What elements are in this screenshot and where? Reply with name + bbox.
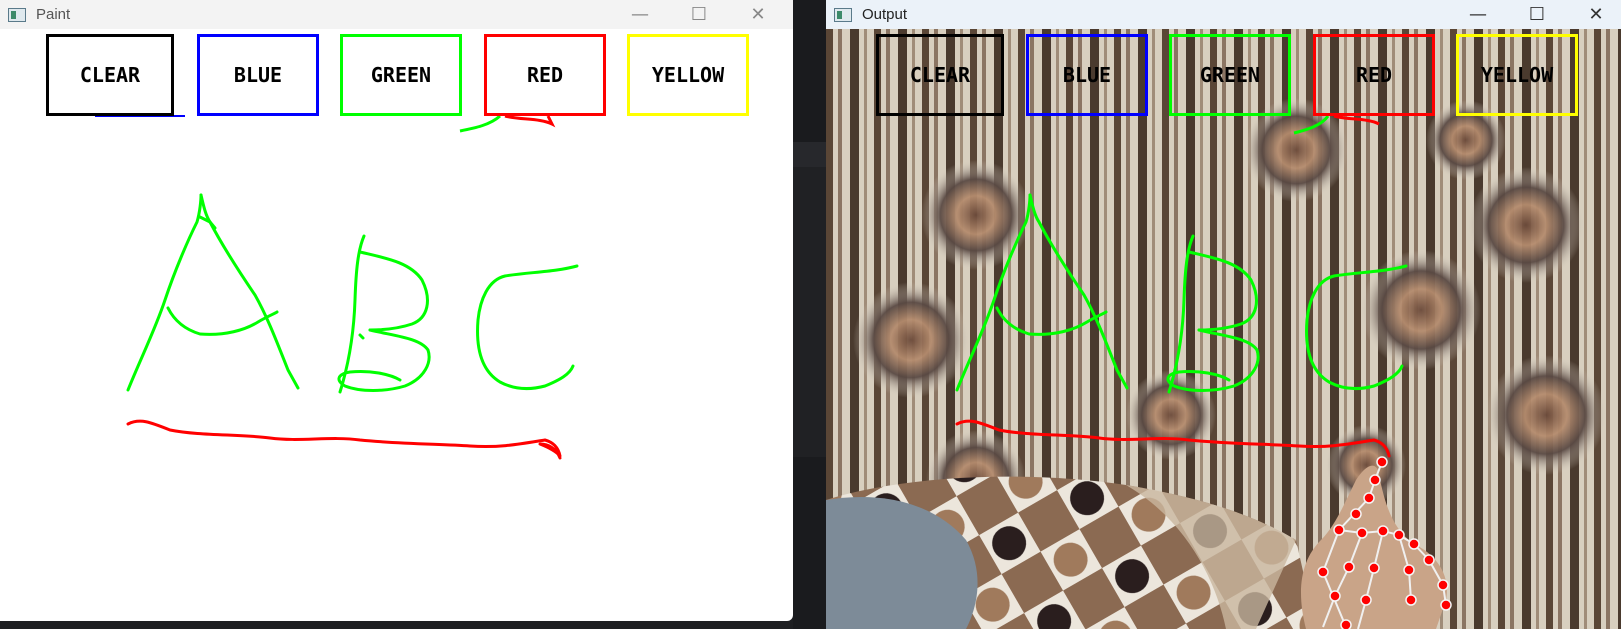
- blue-button[interactable]: BLUE: [1026, 34, 1148, 116]
- hand-landmark-points: [1317, 456, 1452, 629]
- desktop-background: [793, 0, 826, 142]
- stroke-green-stray: [459, 114, 502, 133]
- paint-window: Paint — ☐ ✕ CLEAR BLUE: [0, 0, 793, 621]
- letter-c-overlay: [1305, 264, 1408, 391]
- desktop-background-strip: [793, 167, 826, 457]
- paint-window-title: Paint: [36, 6, 71, 23]
- red-underline-stroke: [126, 419, 562, 460]
- yellow-button[interactable]: YELLOW: [1456, 34, 1578, 116]
- person-arm: [826, 496, 978, 629]
- webcam-feed: [826, 29, 1621, 629]
- app-window-icon: [8, 7, 26, 22]
- red-button[interactable]: RED: [484, 34, 606, 116]
- green-button[interactable]: GREEN: [1169, 34, 1291, 116]
- blue-button[interactable]: BLUE: [197, 34, 319, 116]
- desktop-background-strip: [793, 142, 826, 167]
- minimize-button[interactable]: —: [1469, 4, 1487, 25]
- close-button[interactable]: ✕: [1588, 4, 1604, 25]
- red-button[interactable]: RED: [1313, 34, 1435, 116]
- desktop-background-strip: [793, 457, 826, 629]
- maximize-button[interactable]: ☐: [1528, 4, 1546, 25]
- stroke-red-stray: [504, 114, 556, 128]
- letter-b-stroke: [337, 234, 431, 394]
- green-button[interactable]: GREEN: [340, 34, 462, 116]
- letter-a-stroke: [126, 193, 300, 392]
- output-titlebar[interactable]: Output — ☐ ✕: [826, 0, 1621, 29]
- clear-button[interactable]: CLEAR: [46, 34, 174, 116]
- letter-a-overlay: [955, 193, 1129, 392]
- close-button[interactable]: ✕: [750, 4, 766, 25]
- output-window-title: Output: [862, 6, 908, 23]
- yellow-button[interactable]: YELLOW: [627, 34, 749, 116]
- red-underline-overlay: [955, 419, 1391, 458]
- letter-b-overlay: [1166, 234, 1260, 394]
- clear-button[interactable]: CLEAR: [876, 34, 1004, 116]
- paint-titlebar[interactable]: Paint — ☐ ✕: [0, 0, 793, 29]
- letter-c-stroke: [476, 264, 579, 391]
- paint-canvas[interactable]: [0, 29, 793, 621]
- app-window-icon: [834, 7, 852, 22]
- output-window: Output — ☐ ✕: [826, 0, 1621, 629]
- maximize-button[interactable]: ☐: [690, 4, 708, 25]
- minimize-button[interactable]: —: [631, 4, 649, 25]
